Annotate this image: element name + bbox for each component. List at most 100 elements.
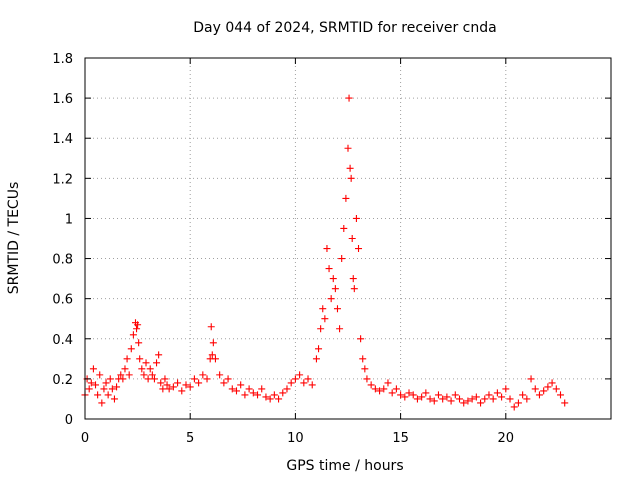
- data-point: [376, 387, 384, 395]
- data-point: [208, 351, 216, 359]
- data-point: [317, 325, 325, 333]
- data-point: [133, 325, 141, 333]
- data-point: [540, 387, 548, 395]
- data-point: [258, 385, 266, 393]
- data-point: [405, 389, 413, 397]
- data-point: [384, 379, 392, 387]
- axis-ticks: [84, 57, 611, 420]
- data-point: [557, 391, 565, 399]
- data-point: [129, 331, 137, 339]
- data-point: [535, 391, 543, 399]
- data-point: [159, 385, 167, 393]
- data-points: [81, 94, 569, 411]
- data-point: [447, 397, 455, 405]
- data-point: [237, 381, 245, 389]
- data-point: [357, 335, 365, 343]
- data-point: [506, 395, 514, 403]
- data-point: [106, 375, 114, 383]
- data-point: [146, 365, 154, 373]
- data-point: [296, 371, 304, 379]
- data-point: [472, 393, 480, 401]
- data-point: [117, 371, 125, 379]
- data-point: [144, 375, 152, 383]
- data-point: [232, 387, 240, 395]
- data-point: [434, 391, 442, 399]
- data-point: [85, 385, 93, 393]
- data-point: [94, 391, 102, 399]
- data-point: [119, 375, 127, 383]
- data-point: [456, 395, 464, 403]
- data-point: [561, 399, 569, 407]
- x-axis-label: GPS time / hours: [286, 458, 403, 474]
- data-point: [136, 355, 144, 363]
- data-point: [418, 393, 426, 401]
- data-point: [350, 285, 358, 293]
- data-point: [514, 399, 522, 407]
- y-tick-label: 1.8: [52, 52, 73, 67]
- data-point: [89, 365, 97, 373]
- data-point: [344, 144, 352, 152]
- data-point: [443, 393, 451, 401]
- data-point: [355, 245, 363, 253]
- data-point: [92, 381, 100, 389]
- data-point: [340, 224, 348, 232]
- x-tick-label: 0: [81, 431, 89, 446]
- data-point: [209, 339, 217, 347]
- data-point: [245, 385, 253, 393]
- data-point: [127, 345, 135, 353]
- data-point: [519, 391, 527, 399]
- data-point: [464, 397, 472, 405]
- y-tick-label: 0.8: [52, 253, 73, 268]
- plot-frame: [84, 57, 612, 420]
- data-point: [174, 379, 182, 387]
- data-point: [544, 383, 552, 391]
- data-point: [108, 385, 116, 393]
- data-point: [468, 395, 476, 403]
- data-point: [287, 379, 295, 387]
- y-tick-label: 1.4: [52, 132, 73, 147]
- data-point: [121, 365, 129, 373]
- data-point: [113, 383, 121, 391]
- data-point: [249, 389, 257, 397]
- data-point: [178, 387, 186, 395]
- data-point: [413, 395, 421, 403]
- y-tick-label: 0: [65, 413, 73, 428]
- data-point: [190, 375, 198, 383]
- data-point: [254, 391, 262, 399]
- data-point: [319, 305, 327, 313]
- data-point: [211, 355, 219, 363]
- y-axis-label: SRMTID / TECUs: [6, 182, 22, 295]
- y-tick-label: 0.4: [52, 333, 73, 348]
- data-point: [548, 379, 556, 387]
- data-point: [100, 385, 108, 393]
- data-point: [430, 397, 438, 405]
- data-point: [336, 325, 344, 333]
- data-point: [155, 351, 163, 359]
- data-point: [531, 385, 539, 393]
- data-point: [207, 323, 215, 331]
- data-point: [342, 194, 350, 202]
- data-point: [380, 385, 388, 393]
- data-point: [523, 395, 531, 403]
- data-point: [460, 399, 468, 407]
- data-point: [397, 391, 405, 399]
- data-point: [304, 375, 312, 383]
- data-point: [338, 255, 346, 263]
- y-tick-label: 1.6: [52, 92, 73, 107]
- data-point: [110, 395, 118, 403]
- data-point: [527, 375, 535, 383]
- data-point: [216, 371, 224, 379]
- data-point: [203, 375, 211, 383]
- data-point: [388, 389, 396, 397]
- data-point: [283, 385, 291, 393]
- data-point: [371, 385, 379, 393]
- data-point: [489, 395, 497, 403]
- data-point: [346, 164, 354, 172]
- data-point: [312, 355, 320, 363]
- data-point: [228, 385, 236, 393]
- data-point: [87, 379, 95, 387]
- data-point: [451, 391, 459, 399]
- data-point: [279, 389, 287, 397]
- data-point: [552, 385, 560, 393]
- y-tick-label: 0.2: [52, 373, 73, 388]
